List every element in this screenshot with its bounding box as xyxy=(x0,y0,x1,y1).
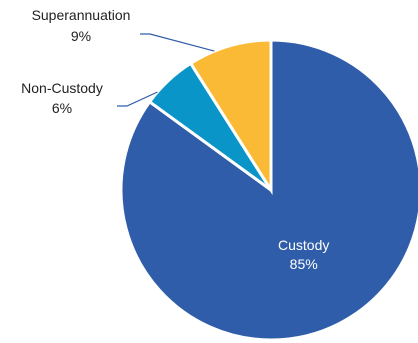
slice-value-superannuation: 9% xyxy=(71,28,91,44)
leader-lines-layer xyxy=(117,33,215,107)
leader-line-non-custody xyxy=(117,91,158,107)
slice-label-non-custody: Non-Custody xyxy=(21,80,103,96)
slices-layer xyxy=(119,38,418,342)
slice-value-non-custody: 6% xyxy=(52,100,72,116)
labels-layer: Custody 85% Non-Custody 6% Superannuation 9% xyxy=(21,7,329,272)
slice-label-custody: Custody xyxy=(278,237,329,253)
pie-slice-superannuation xyxy=(188,38,273,196)
slice-label-superannuation: Superannuation xyxy=(32,7,131,23)
leader-line-superannuation xyxy=(140,33,215,52)
slice-value-custody: 85% xyxy=(290,256,318,272)
